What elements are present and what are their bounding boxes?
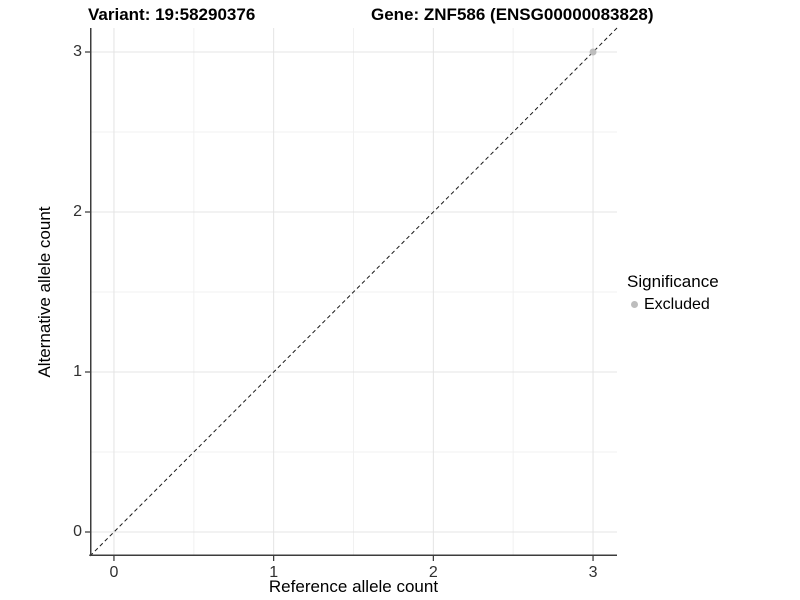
y-tick-label: 2: [73, 203, 82, 220]
x-tick-label: 2: [428, 564, 438, 581]
x-tick-label: 1: [269, 564, 279, 581]
variant-title: Variant: 19:58290376: [88, 5, 256, 24]
legend-title: Significance: [627, 272, 719, 291]
y-tick-label: 3: [73, 43, 82, 60]
legend-items: Excluded: [627, 295, 719, 314]
legend-item-label: Excluded: [644, 295, 710, 313]
y-tick-label: 1: [73, 363, 82, 380]
data-point: [589, 48, 597, 56]
y-tick-label: 0: [73, 523, 82, 540]
legend: Significance Excluded: [627, 272, 719, 314]
plot-canvas: [85, 27, 618, 561]
y-axis-title: Alternative allele count: [35, 206, 54, 378]
x-tick-label: 3: [588, 564, 598, 581]
gene-title: Gene: ZNF586 (ENSG00000083828): [371, 5, 654, 24]
identity-reference-line: [89, 27, 618, 557]
plot-panel: [85, 27, 618, 561]
x-axis-title: Reference allele count: [268, 577, 439, 596]
x-tick-label: 0: [109, 564, 119, 581]
legend-key-dot-icon: [631, 301, 638, 308]
legend-item: Excluded: [627, 295, 719, 314]
